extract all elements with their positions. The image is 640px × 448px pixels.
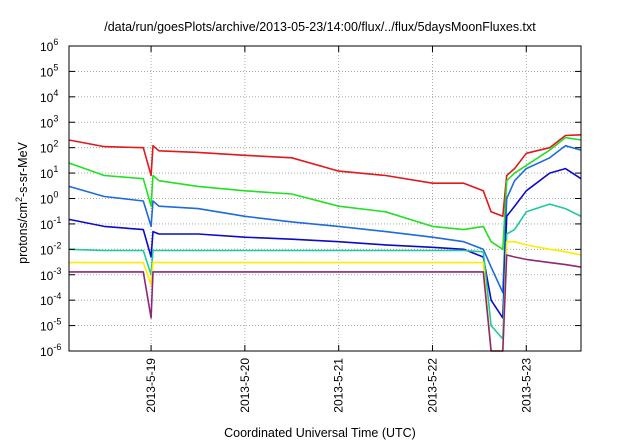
y-tick-label-base: 10 bbox=[40, 142, 54, 156]
x-tick-label: 2013-5-20 bbox=[238, 358, 252, 413]
y-tick-label-base: 10 bbox=[40, 167, 54, 181]
series-group bbox=[68, 134, 582, 352]
y-tick-label-base: 10 bbox=[40, 243, 54, 257]
y-tick-label: 105 bbox=[40, 62, 58, 79]
y-tick-label-exponent: -2 bbox=[53, 240, 61, 250]
series-line-4 bbox=[68, 167, 582, 319]
y-tick-label-exponent: 3 bbox=[53, 113, 58, 123]
y-tick-label: 106 bbox=[40, 37, 58, 54]
x-tick-label: 2013-5-19 bbox=[144, 358, 158, 413]
y-tick-label-base: 10 bbox=[40, 269, 54, 283]
ticks: 10-610-510-410-310-210-11001011021031041… bbox=[40, 37, 581, 413]
y-tick-label-base: 10 bbox=[40, 294, 54, 308]
x-axis-label: Coordinated Universal Time (UTC) bbox=[224, 426, 416, 440]
x-tick-label: 2013-5-21 bbox=[332, 358, 346, 413]
series-line-7 bbox=[69, 254, 582, 352]
y-tick-label: 102 bbox=[40, 139, 58, 156]
y-tick-label-exponent: 6 bbox=[53, 37, 58, 47]
y-tick-label-base: 10 bbox=[40, 345, 54, 359]
y-tick-label: 10-2 bbox=[40, 240, 61, 257]
series-line-3 bbox=[68, 144, 582, 294]
chart-title: /data/run/goesPlots/archive/2013-05-23/1… bbox=[104, 20, 536, 34]
series-line-5 bbox=[68, 203, 582, 340]
y-tick-label-exponent: 5 bbox=[53, 62, 58, 72]
series-line-2 bbox=[68, 136, 582, 251]
y-tick-label: 103 bbox=[40, 113, 58, 130]
x-tick-label: 2013-5-23 bbox=[519, 358, 533, 413]
y-tick-label-exponent: -4 bbox=[53, 291, 61, 301]
y-tick-label: 101 bbox=[40, 164, 58, 181]
y-tick-label-exponent: -1 bbox=[53, 215, 61, 225]
y-tick-label: 104 bbox=[40, 88, 58, 105]
y-tick-label: 10-6 bbox=[40, 342, 61, 359]
x-tick-label: 2013-5-22 bbox=[425, 358, 439, 413]
y-tick-label: 10-4 bbox=[40, 291, 61, 308]
y-tick-label-base: 10 bbox=[40, 193, 54, 207]
y-tick-label-exponent: -6 bbox=[53, 342, 61, 352]
y-tick-label-exponent: 4 bbox=[53, 88, 58, 98]
series-line-6 bbox=[69, 240, 582, 352]
y-tick-label-exponent: -3 bbox=[53, 266, 61, 276]
y-tick-label: 10-3 bbox=[40, 266, 61, 283]
y-tick-label-exponent: 2 bbox=[53, 139, 58, 149]
y-tick-label-base: 10 bbox=[40, 218, 54, 232]
y-tick-label-base: 10 bbox=[40, 320, 54, 334]
y-tick-label: 100 bbox=[40, 190, 58, 207]
y-tick-label-base: 10 bbox=[40, 65, 54, 79]
y-tick-label-exponent: 0 bbox=[53, 190, 58, 200]
y-tick-label: 10-5 bbox=[40, 317, 61, 334]
y-tick-label-exponent: -5 bbox=[53, 317, 61, 327]
y-tick-label-exponent: 1 bbox=[53, 164, 58, 174]
y-tick-label: 10-1 bbox=[40, 215, 61, 232]
series-line-1 bbox=[68, 134, 582, 218]
y-tick-label-base: 10 bbox=[40, 91, 54, 105]
y-tick-label-base: 10 bbox=[40, 40, 54, 54]
grid bbox=[69, 46, 581, 351]
y-tick-label-base: 10 bbox=[40, 116, 54, 130]
